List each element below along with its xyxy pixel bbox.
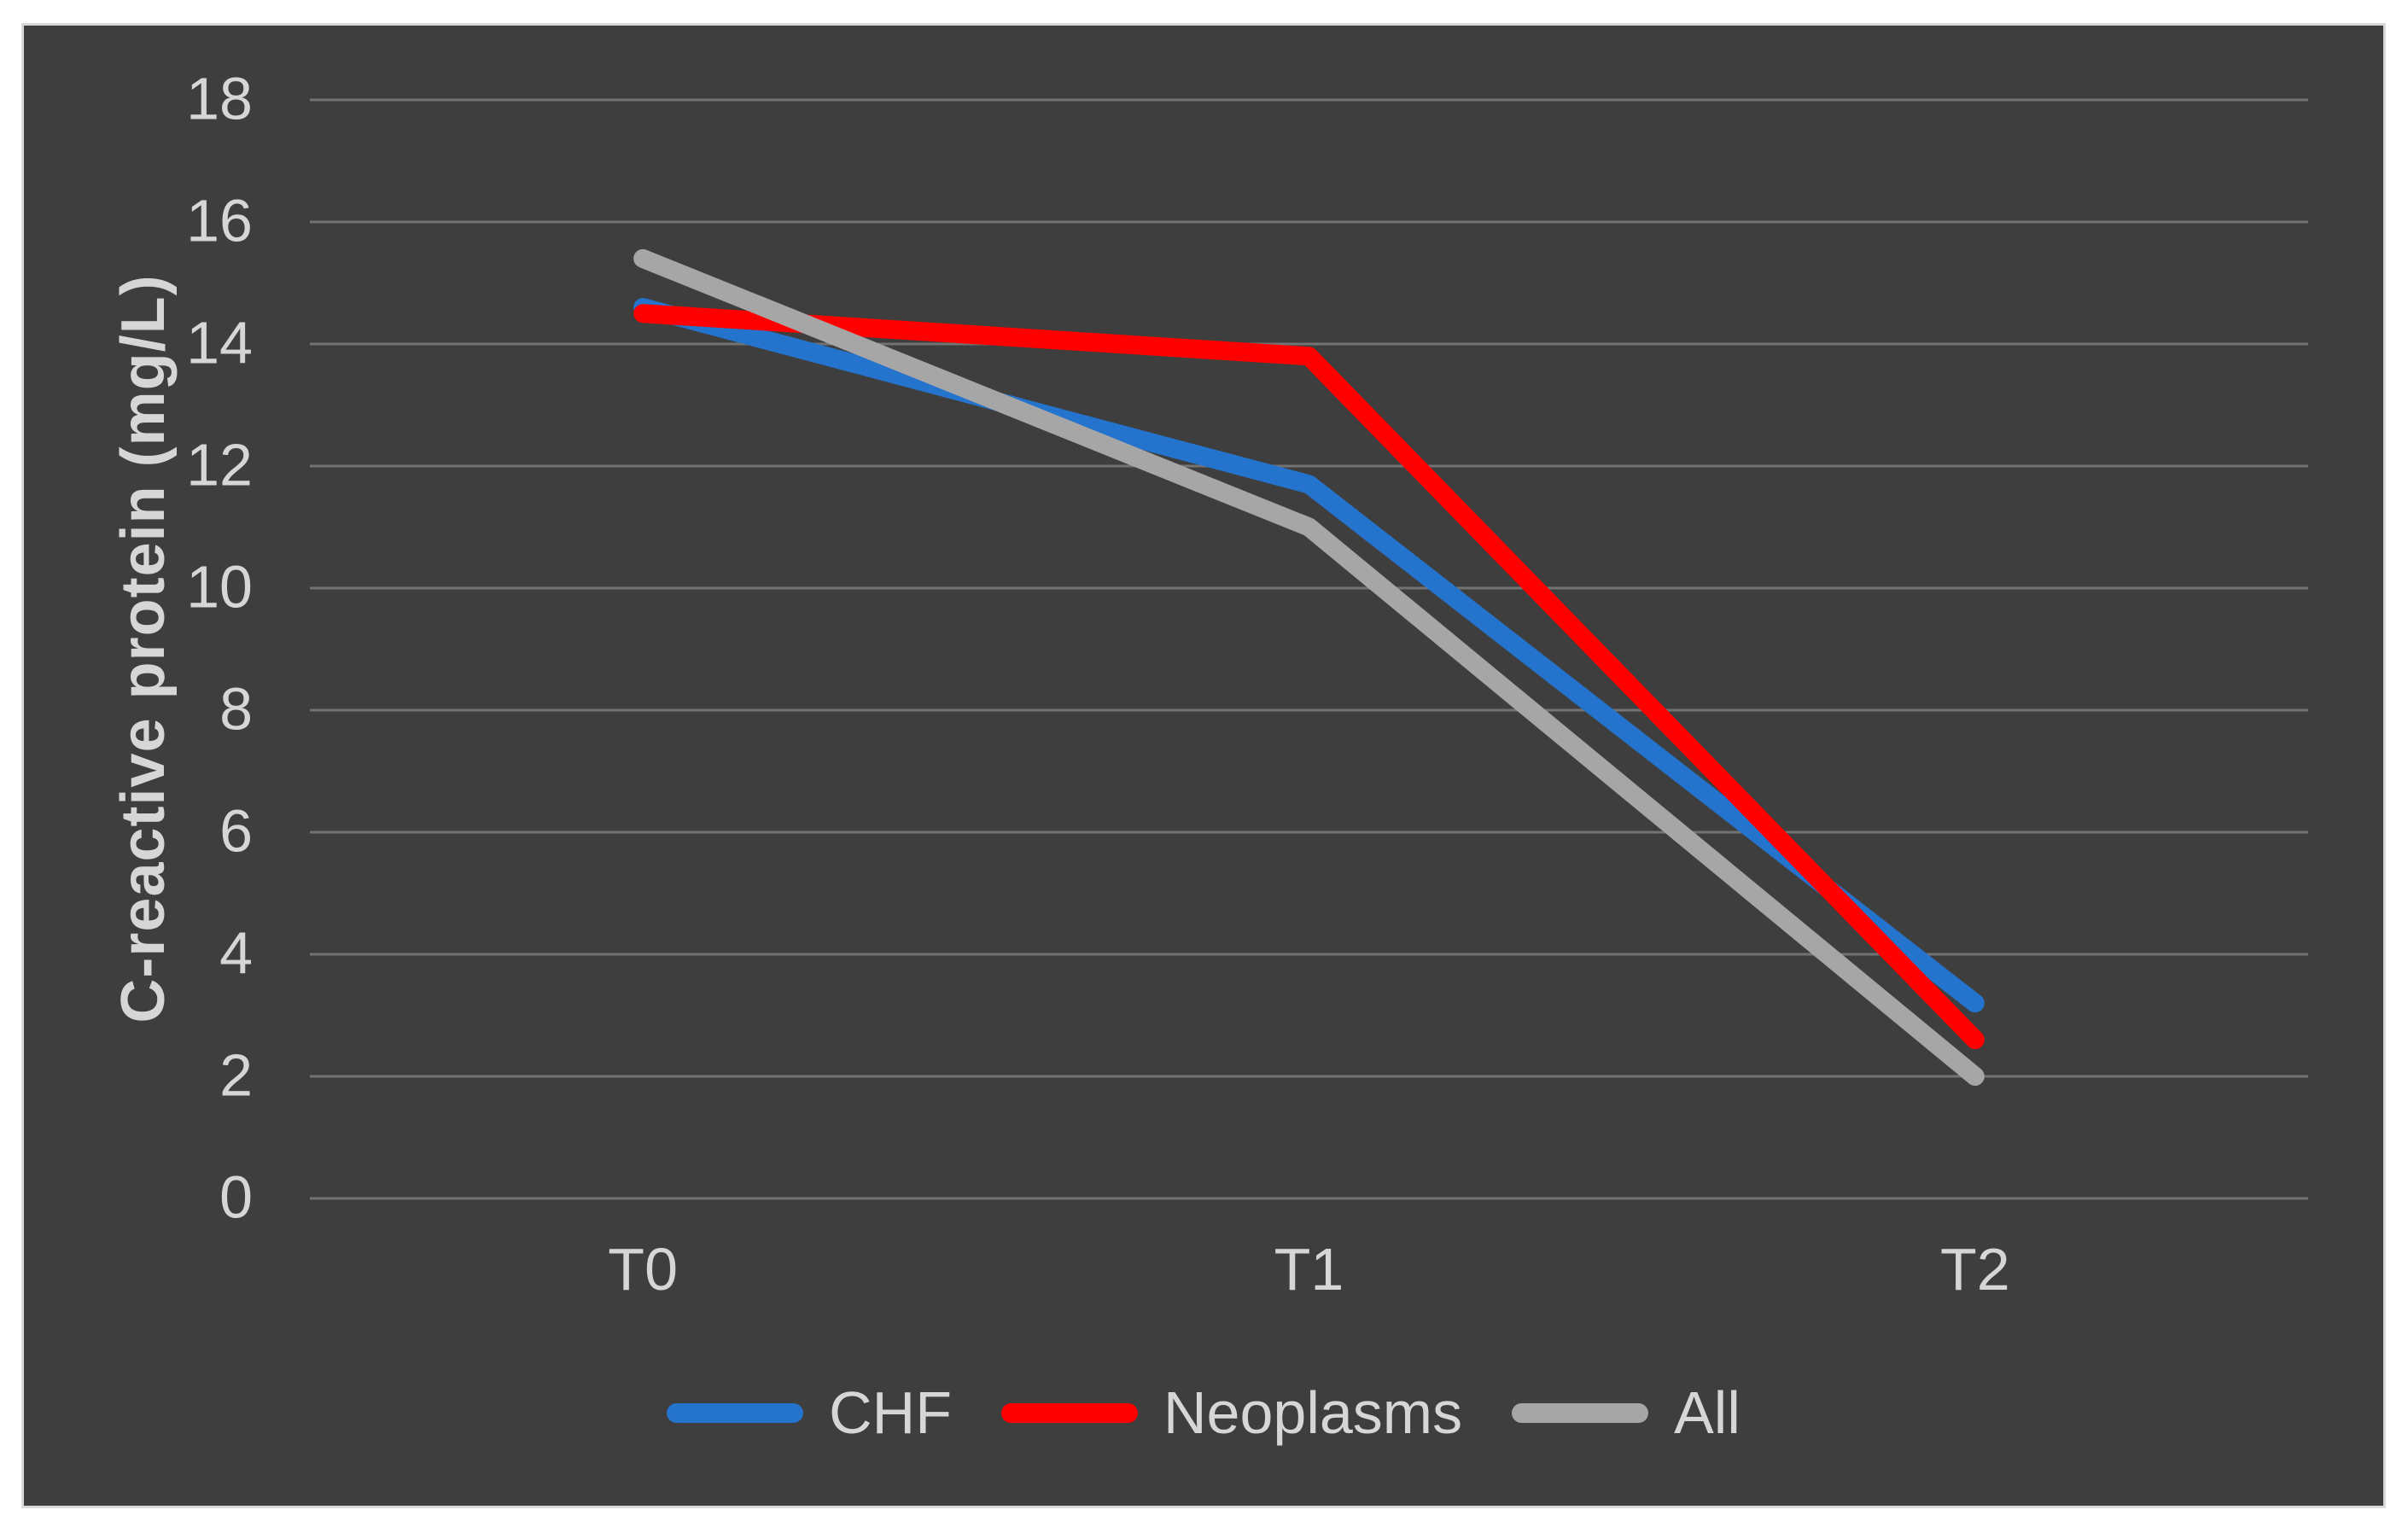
y-tick-label: 12: [186, 431, 253, 498]
plot-area: [310, 98, 2308, 1200]
line-chart: C-reactive protein (mg/L) 18 16 14 12 10 8 6 4 2…: [21, 23, 2386, 1508]
y-tick-label: 18: [186, 65, 253, 132]
y-tick-label: 14: [186, 309, 253, 376]
x-tick-label-t2: T2: [1939, 1236, 2010, 1303]
series-line-chf: [633, 298, 1985, 1013]
gridlines: [310, 98, 2308, 1200]
y-tick-label: 0: [219, 1163, 253, 1231]
y-tick-label: 2: [219, 1041, 253, 1109]
legend-swatch-chf-icon: [667, 1402, 804, 1423]
legend-item-chf: CHF: [667, 1379, 952, 1447]
legend-swatch-all-icon: [1512, 1402, 1649, 1423]
series-line-all: [633, 248, 1985, 1086]
x-tick-label-t1: T1: [1274, 1236, 1344, 1303]
legend-item-neoplasms: Neoplasms: [1000, 1379, 1463, 1447]
series-lines: [633, 248, 1985, 1086]
x-tick-label-t0: T0: [608, 1236, 679, 1303]
legend-label: Neoplasms: [1163, 1379, 1463, 1446]
legend-label: All: [1674, 1379, 1740, 1446]
y-tick-label: 8: [219, 675, 253, 743]
legend-label: CHF: [829, 1379, 952, 1446]
y-tick-label: 10: [186, 553, 253, 621]
legend: CHF Neoplasms All: [24, 1379, 2383, 1447]
legend-swatch-neoplasms-icon: [1000, 1402, 1138, 1423]
y-tick-label: 4: [219, 919, 253, 987]
legend-item-all: All: [1512, 1379, 1740, 1447]
y-tick-label: 16: [186, 187, 253, 254]
series-line-neoplasms: [633, 304, 1985, 1050]
y-axis-title: C-reactive protein (mg/L): [109, 274, 178, 1023]
y-tick-label: 6: [219, 797, 253, 865]
